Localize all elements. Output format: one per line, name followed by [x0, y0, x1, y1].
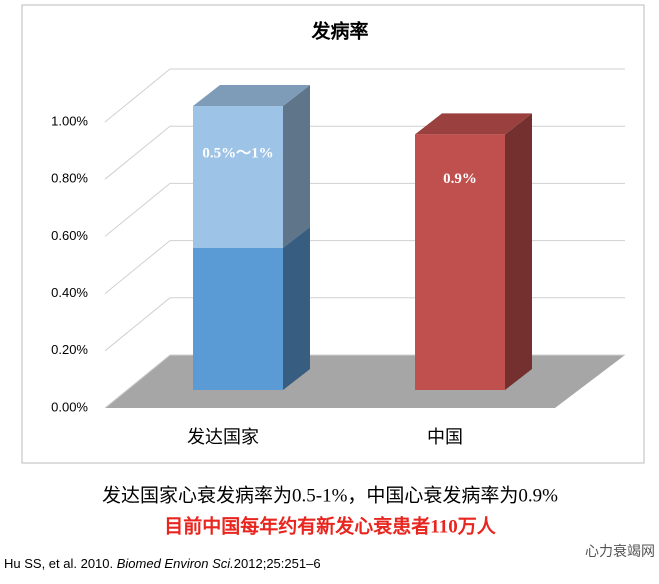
chart-title: 发病率: [310, 20, 368, 43]
source-ref: 2012;25:251–6: [234, 556, 321, 571]
bar: [415, 134, 505, 390]
caption: 发达国家心衰发病率为0.5-1%，中国心衰发病率为0.9%: [102, 484, 558, 506]
bar: [193, 106, 283, 248]
source-journal: Biomed Environ Sci.: [117, 556, 234, 571]
y-tick-label: 0.40%: [51, 285, 88, 300]
x-tick-label: 中国: [427, 427, 463, 448]
source: Hu SS, et al. 2010. Biomed Environ Sci.2…: [4, 556, 321, 571]
source-authors: Hu SS, et al. 2010.: [4, 556, 117, 571]
y-tick-label: 0.60%: [51, 228, 88, 243]
bar-side: [505, 113, 532, 391]
floor: [105, 355, 625, 408]
bar-side: [283, 85, 310, 248]
highlight: 目前中国每年约有新发心衰患者110万人: [164, 514, 496, 537]
watermark: 心力衰竭网: [585, 543, 655, 560]
y-tick-label: 0.20%: [51, 342, 88, 357]
annotation: 0.5%～1%: [202, 145, 273, 161]
y-tick-label: 0.80%: [51, 171, 88, 186]
value-label: 0.9%: [443, 171, 477, 187]
grid-line: [104, 68, 625, 123]
y-tick-label: 1.00%: [51, 113, 88, 128]
bar: [193, 248, 283, 390]
y-tick-label: 0.00%: [51, 399, 88, 414]
bar-top: [193, 85, 310, 106]
x-tick-label: 发达国家: [187, 427, 259, 448]
bar-side: [283, 227, 310, 390]
bar-top: [415, 113, 532, 135]
